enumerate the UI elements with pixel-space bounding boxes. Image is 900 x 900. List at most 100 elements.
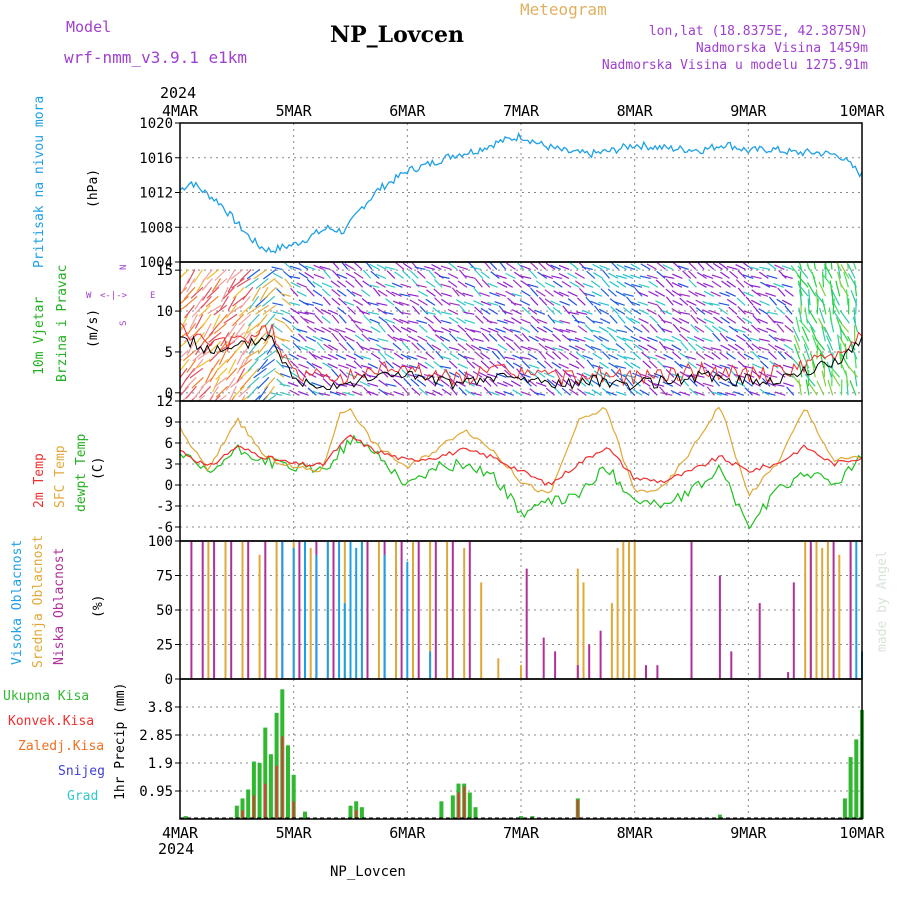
wind-arrow	[321, 315, 331, 324]
high-cloud-bar	[281, 541, 284, 679]
wind-arrow	[623, 307, 633, 315]
wind-arrow	[337, 307, 347, 315]
wind-arrow	[304, 271, 315, 279]
y-tick-label: 0	[165, 386, 173, 402]
wind-arrow	[759, 388, 770, 396]
wind-arrow	[488, 307, 499, 315]
wind-arrow	[435, 350, 444, 360]
wind-arrow	[725, 291, 736, 297]
wind-arrow	[828, 307, 833, 324]
wind-arrow	[457, 343, 468, 351]
wind-arrow	[489, 292, 501, 297]
wind-arrow	[376, 263, 387, 270]
mid-cloud-bar	[497, 658, 500, 679]
wind-arrow	[640, 263, 651, 270]
wind-arrow	[782, 265, 793, 270]
wind-arrow	[193, 269, 204, 284]
wind-arrow	[462, 292, 474, 297]
wind-arrow	[765, 292, 776, 297]
wind-arrow	[674, 360, 684, 369]
wind-arrow	[593, 272, 604, 279]
total-rain-bar	[303, 811, 307, 819]
wind-arrow	[400, 283, 412, 288]
wind-arrow	[690, 323, 699, 333]
wind-arrow	[589, 329, 601, 333]
wind-arrow	[218, 350, 227, 366]
wind-arrow	[432, 329, 444, 333]
wind-arrow	[354, 323, 364, 333]
wind-arrow	[646, 263, 657, 270]
wind-arrow	[657, 323, 666, 333]
wind-arrow	[797, 283, 809, 297]
top-time-tick-labels: 4MAR 5MAR 6MAR 7MAR 8MAR 9MAR 10MAR	[162, 102, 886, 120]
wind-arrow	[506, 262, 516, 270]
wind-arrow	[505, 342, 515, 351]
wind-arrow	[527, 346, 539, 351]
wind-arrow	[520, 275, 532, 279]
convective-rain-bar	[292, 801, 295, 819]
wind-arrow	[599, 318, 611, 324]
panel-border	[179, 678, 863, 820]
wind-arrow	[253, 268, 268, 280]
wind-arrow	[630, 317, 641, 324]
wind-arrow	[214, 268, 227, 281]
wind-arrow	[553, 290, 564, 297]
bottom-time-tick-labels: 4MAR 5MAR 6MAR 7MAR 8MAR 9MAR 10MAR	[162, 824, 886, 842]
wind-arrow	[765, 283, 777, 288]
convective-rain-bar	[576, 799, 579, 819]
wind-arrow	[345, 354, 357, 360]
wind-arrow	[793, 335, 801, 351]
wind-arrow	[839, 327, 849, 342]
wind-arrow	[198, 304, 212, 317]
wind-arrow	[808, 289, 811, 306]
wind-arrow	[290, 307, 300, 315]
wind-arrow	[201, 269, 213, 283]
wind-arrow	[240, 331, 252, 346]
wind-arrow	[209, 385, 220, 401]
wind-arrow	[417, 362, 428, 369]
wind-arrow	[480, 352, 491, 360]
total-rain-bar	[291, 774, 296, 819]
wind-arrow	[407, 327, 418, 333]
wind-arrow	[331, 314, 340, 324]
wind-arrow	[733, 391, 745, 396]
wind-arrow	[464, 319, 476, 324]
wind-arrow	[361, 333, 371, 342]
wind-arrow	[480, 300, 492, 306]
wind-arrow	[830, 262, 833, 270]
wind-arrow	[622, 337, 634, 342]
wind-arrow	[687, 341, 697, 351]
y-tick-label: 3.8	[148, 700, 173, 716]
wind-arrow	[823, 326, 832, 342]
wind-arrow	[624, 361, 634, 369]
low-cloud-bar	[718, 575, 721, 679]
wind-arrow	[378, 360, 388, 369]
wind-arrow	[351, 319, 362, 324]
wind-arrow	[414, 266, 426, 270]
wind-arrow	[822, 274, 834, 288]
wind-arrow	[777, 350, 787, 360]
wind-arrow	[323, 343, 334, 351]
wind-arrow	[213, 304, 227, 316]
wind-arrow	[663, 275, 675, 279]
wind-arrow	[308, 351, 318, 360]
wind-arrow	[552, 319, 564, 324]
wind-arrow	[331, 332, 340, 342]
wind-arrow	[367, 363, 379, 369]
wind-arrow	[322, 362, 333, 369]
wind-arrow	[608, 354, 619, 360]
wind-arrow	[729, 270, 739, 279]
wind-arrow	[852, 262, 857, 270]
wind-arrow	[393, 352, 404, 360]
wind-arrow	[816, 380, 825, 396]
wind-arrow	[482, 315, 492, 324]
wind-arrow	[630, 263, 641, 270]
wind-arrow	[752, 305, 761, 315]
low-cloud-bar	[849, 541, 852, 679]
wind-arrow	[805, 379, 810, 396]
wind-arrow	[550, 264, 562, 270]
wind-arrow	[705, 262, 715, 270]
y-tick-label: 1008	[139, 220, 173, 236]
wind-arrow	[734, 328, 746, 333]
wind-arrow	[378, 316, 388, 324]
